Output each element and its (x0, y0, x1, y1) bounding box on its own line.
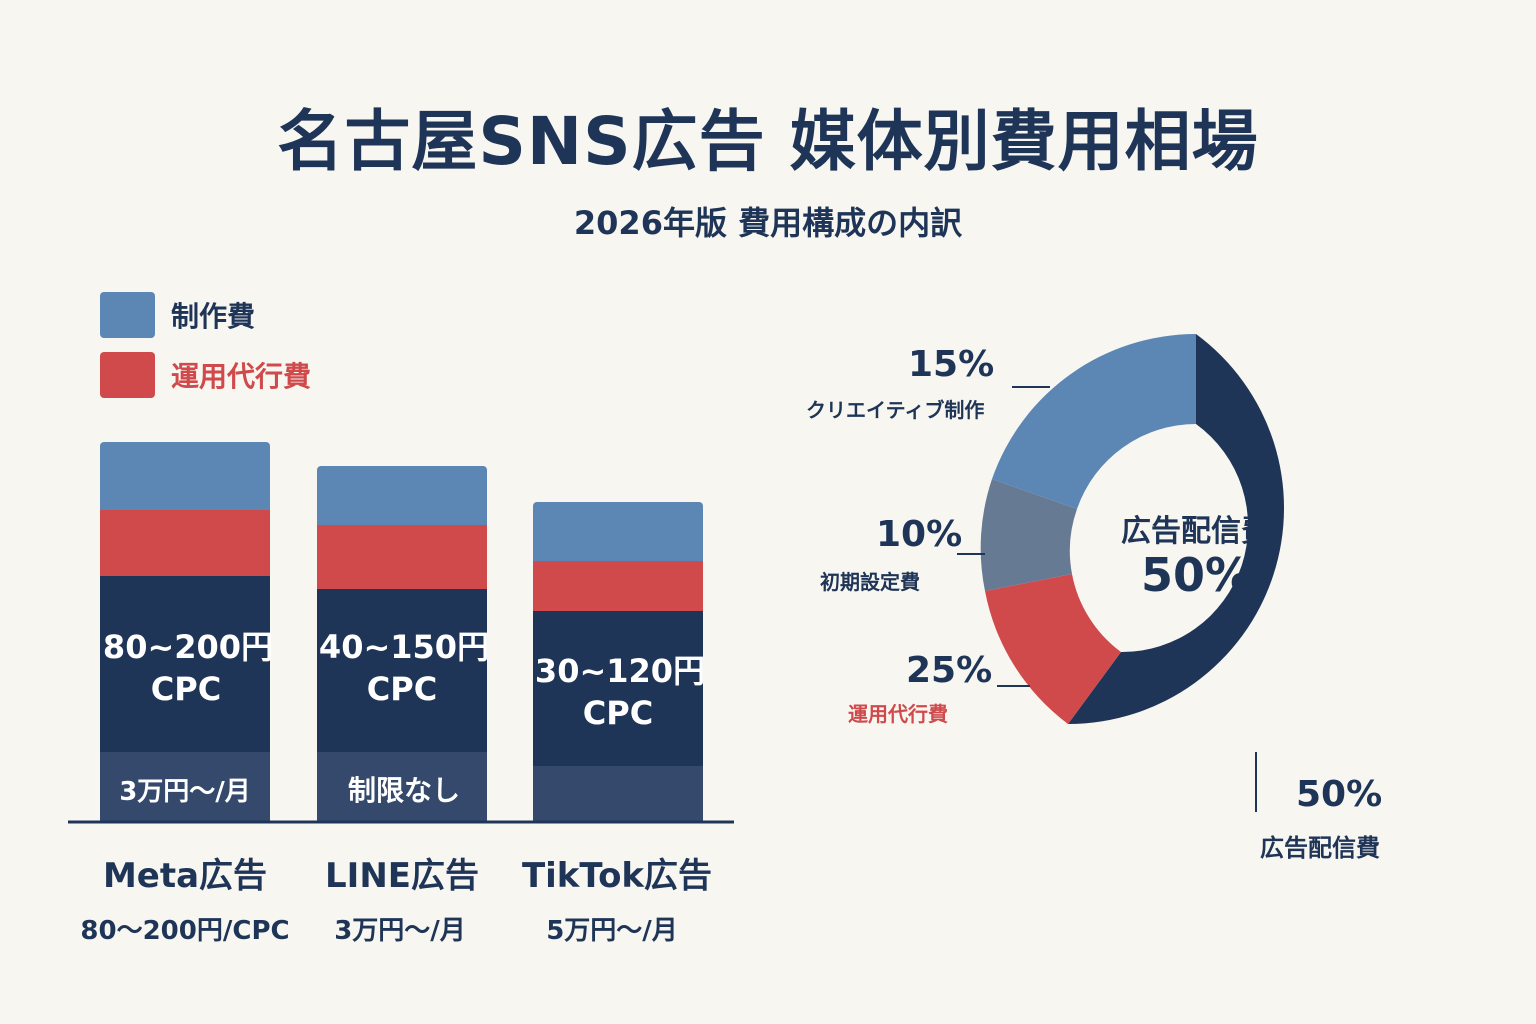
slice-pct-operation: 25% (906, 650, 993, 691)
bar-meta-operation (100, 510, 270, 576)
bar-tiktok-production (533, 502, 703, 568)
slice-label-setup: 初期設定費 (820, 570, 920, 594)
bar-line-base-label: 制限なし (348, 774, 460, 807)
bar-meta-base-label: 3万円〜/月 (119, 777, 251, 807)
bar-line-operation (317, 525, 487, 589)
bar-meta-media-unit: CPC (151, 670, 221, 708)
bar-line-production (317, 466, 487, 532)
slice-pct-creative: 15% (908, 344, 995, 385)
bar-tiktok-media (533, 611, 703, 766)
donut-center-label: 広告配信費 (1121, 514, 1271, 549)
legend-label-operation: 運用代行費 (171, 360, 312, 393)
donut-slice-creative (992, 334, 1196, 509)
bar-tiktok-operation (533, 561, 703, 611)
legend-swatch-operation (100, 352, 155, 398)
legend-item-operation: 運用代行費 (100, 352, 311, 398)
donut-center-value: 50% (1140, 548, 1252, 602)
donut-slice-setup (980, 479, 1077, 591)
bar-line-media (317, 589, 487, 752)
bar-meta-media-label: 80~200円 (103, 628, 273, 666)
category-label-meta: Meta広告 (102, 856, 268, 896)
page-subtitle: 2026年版 費用構成の内訳 (573, 204, 963, 242)
legend-item-production: 制作費 (100, 292, 255, 338)
bar-line-media-label: 40~150円 (319, 628, 489, 666)
donut-slice-operation (985, 574, 1121, 724)
category-sub-tiktok: 5万円〜/月 (546, 916, 678, 946)
bar-tiktok-base (533, 766, 703, 822)
category-label-tiktok: TikTok広告 (521, 856, 713, 896)
page-title: 名古屋SNS広告 媒体別費用相場 (277, 103, 1259, 180)
category-sub-meta: 80〜200円/CPC (80, 916, 290, 946)
bar-tiktok-media-label: 30~120円 (535, 652, 705, 690)
slice-label-media: 広告配信費 (1260, 834, 1380, 862)
bar-tiktok-media-unit: CPC (583, 694, 653, 732)
slice-label-operation: 運用代行費 (848, 702, 948, 726)
slice-label-creative: クリエイティブ制作 (806, 398, 985, 422)
slice-pct-setup: 10% (876, 514, 963, 555)
legend-swatch-production (100, 292, 155, 338)
legend-label-production: 制作費 (171, 300, 256, 333)
bar-line-media-unit: CPC (367, 670, 437, 708)
bar-meta-base (100, 752, 270, 822)
bar-line-base (317, 752, 487, 822)
bar-meta-media (100, 576, 270, 752)
category-label-line: LINE広告 (325, 856, 479, 896)
bar-meta-production (100, 442, 270, 522)
donut-slice-media (1068, 334, 1285, 724)
category-sub-line: 3万円〜/月 (334, 916, 466, 946)
slice-pct-media: 50% (1296, 774, 1383, 815)
